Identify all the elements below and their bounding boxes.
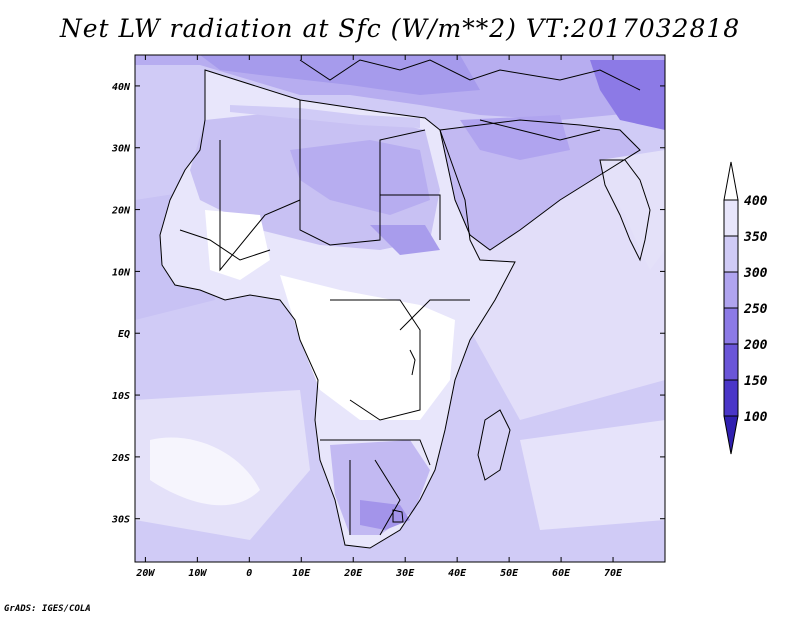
radiation-field bbox=[135, 55, 665, 562]
lat-tick-label: 10S bbox=[112, 391, 130, 402]
lat-tick-label: 40N bbox=[112, 82, 131, 93]
colorbar: 100 150 200 250 300 350 400 bbox=[723, 161, 768, 455]
lon-tick-label: 20E bbox=[343, 568, 363, 579]
colorbar-label: 350 bbox=[743, 230, 768, 245]
lat-tick-label: 20S bbox=[111, 453, 130, 464]
longitude-axis: 20W 10W 0 10E 20E 30E 40E 50E 60E 70E bbox=[135, 55, 623, 579]
colorbar-label: 100 bbox=[744, 410, 768, 425]
lon-tick-label: 0 bbox=[246, 568, 252, 579]
map-title: Net LW radiation at Sfc (W/m**2) VT:2017… bbox=[59, 14, 741, 43]
colorbar-segment bbox=[723, 343, 739, 381]
colorbar-label: 400 bbox=[744, 194, 768, 209]
lat-tick-label: 20N bbox=[111, 206, 131, 217]
lon-tick-label: 10E bbox=[292, 568, 311, 579]
colorbar-segment bbox=[723, 199, 739, 237]
colorbar-bottom-arrow bbox=[723, 415, 739, 455]
colorbar-segment bbox=[723, 235, 739, 273]
colorbar-top-arrow bbox=[723, 161, 739, 201]
lon-tick-label: 60E bbox=[552, 568, 571, 579]
lat-tick-label: EQ bbox=[118, 329, 130, 340]
grads-credit: GrADS: IGES/COLA bbox=[4, 604, 91, 614]
lat-tick-label: 30S bbox=[111, 515, 130, 526]
lat-tick-label: 30N bbox=[111, 144, 131, 155]
colorbar-segment bbox=[723, 307, 739, 345]
lon-tick-label: 10W bbox=[188, 568, 207, 579]
colorbar-label: 300 bbox=[743, 266, 768, 281]
colorbar-label: 150 bbox=[744, 374, 768, 389]
lon-tick-label: 20W bbox=[135, 568, 155, 579]
lat-tick-label: 10N bbox=[112, 267, 131, 278]
colorbar-segment bbox=[723, 271, 739, 309]
map-frame bbox=[134, 54, 666, 563]
lon-tick-label: 40E bbox=[448, 568, 467, 579]
lon-tick-label: 50E bbox=[500, 568, 519, 579]
colorbar-segment bbox=[723, 379, 739, 417]
lon-tick-label: 70E bbox=[604, 568, 623, 579]
coastlines bbox=[159, 59, 651, 549]
colorbar-label: 200 bbox=[743, 338, 768, 353]
latitude-axis: 40N 30N 20N 10N EQ 10S 20S 30S bbox=[111, 82, 665, 526]
lon-tick-label: 30E bbox=[395, 568, 415, 579]
colorbar-label: 250 bbox=[743, 302, 768, 317]
